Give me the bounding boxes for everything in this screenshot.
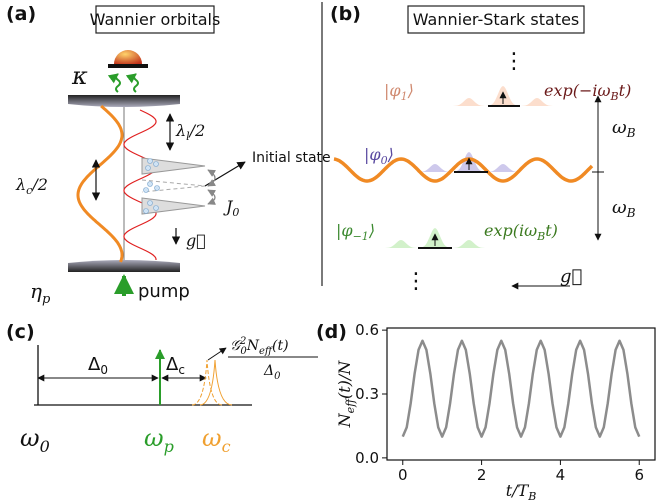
panel-label: (a) bbox=[6, 3, 36, 25]
x-tick-label: 6 bbox=[634, 466, 644, 484]
omega-b: ωB bbox=[612, 117, 636, 140]
ellipsis: ⋮ bbox=[405, 269, 427, 294]
lambda-l: λl/2 bbox=[175, 121, 205, 143]
delta0: Δ0 bbox=[88, 354, 108, 377]
shift-arrow bbox=[207, 347, 227, 361]
deltac: Δc bbox=[166, 354, 185, 377]
panel-label: (c) bbox=[6, 321, 35, 343]
x-tick-label: 2 bbox=[477, 466, 487, 484]
data-line bbox=[401, 339, 641, 438]
kappa: κ bbox=[71, 62, 88, 90]
panel-c: (c) Δ0 Δc 𝒢2 0Neff(t) Δ0 ω0 ωp ωc bbox=[6, 321, 318, 456]
detector bbox=[114, 50, 142, 64]
omega0: ω0 bbox=[20, 424, 50, 456]
cavity-mode bbox=[333, 157, 594, 183]
phi-1: |φ1⟩ bbox=[384, 81, 414, 103]
cavity-mode bbox=[76, 104, 124, 263]
panel-title: Wannier-Stark states bbox=[413, 10, 580, 29]
exp-minus: exp(−iωBt) bbox=[544, 81, 631, 103]
initial-state: Initial state bbox=[252, 150, 331, 166]
gravity: g⃗ bbox=[560, 266, 582, 287]
atoms bbox=[143, 158, 160, 214]
tunnel-arrow bbox=[207, 169, 217, 187]
pump: pump bbox=[138, 281, 190, 302]
panel-label: (d) bbox=[316, 321, 347, 343]
y-axis-label: Neff(t)/N bbox=[335, 360, 357, 429]
detector-base bbox=[108, 64, 148, 68]
mirror-top bbox=[68, 95, 180, 107]
x-axis-label: t/TB bbox=[506, 481, 537, 503]
y-tick-label: 0.3 bbox=[355, 385, 379, 403]
x-tick-label: 4 bbox=[556, 466, 566, 484]
pointer bbox=[204, 161, 246, 187]
omega-b: ωB bbox=[612, 197, 636, 220]
phi-0: |φ0⟩ bbox=[364, 145, 394, 167]
lattice-wave bbox=[123, 109, 157, 260]
title-box bbox=[95, 5, 215, 34]
plot-frame bbox=[386, 327, 656, 461]
x-tick-label: 0 bbox=[398, 466, 408, 484]
formula-num: 𝒢2 0Neff(t) bbox=[230, 336, 289, 357]
panel-a: (a) Wannier orbitals κ Initial state J0 … bbox=[6, 3, 331, 307]
y-tick-label: 0.6 bbox=[355, 321, 379, 339]
panel-label: (b) bbox=[330, 3, 361, 25]
photon-arrow bbox=[107, 73, 121, 93]
orbital bbox=[141, 197, 206, 215]
eta-p: ηp bbox=[30, 279, 51, 307]
cavity-resonance bbox=[191, 359, 223, 406]
omega-c: ωc bbox=[202, 424, 231, 456]
phi-minus-1: |φ−1⟩ bbox=[336, 221, 375, 243]
panel-d: (d) t/TB Neff(t)/N 0 2 4 6 0.0 0.3 0.6 bbox=[316, 321, 656, 503]
panel-title: Wannier orbitals bbox=[90, 10, 221, 29]
formula-den: Δ0 bbox=[263, 363, 281, 382]
omega-p: ωp bbox=[144, 424, 174, 456]
tunnel-arrow bbox=[207, 189, 217, 205]
exp-plus: exp(iωBt) bbox=[484, 221, 558, 243]
photon-arrow bbox=[125, 73, 139, 93]
title-box bbox=[407, 5, 585, 34]
mirror-bottom bbox=[68, 260, 180, 272]
cavity-resonance bbox=[199, 359, 233, 406]
j0: J0 bbox=[223, 197, 239, 219]
y-tick-label: 0.0 bbox=[355, 449, 379, 467]
gravity: g⃗ bbox=[186, 231, 206, 250]
ellipsis: ⋮ bbox=[503, 49, 525, 74]
panel-b: (b) Wannier-Stark states ⋮ |φ1⟩ exp(−iωB… bbox=[330, 3, 636, 294]
lambda-c: λc/2 bbox=[15, 175, 48, 197]
